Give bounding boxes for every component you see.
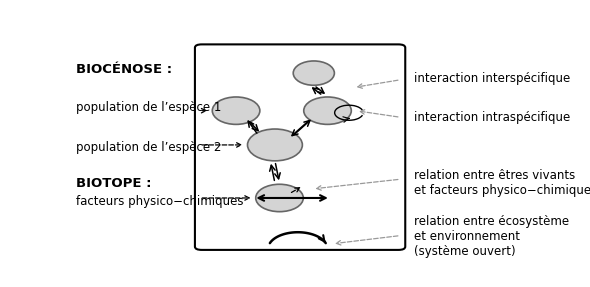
Text: BIOTOPE :: BIOTOPE : — [76, 177, 152, 190]
Ellipse shape — [212, 97, 260, 124]
FancyBboxPatch shape — [195, 44, 405, 250]
Text: relation entre écosystème
et environnement
(système ouvert): relation entre écosystème et environneme… — [414, 215, 569, 258]
Ellipse shape — [293, 61, 335, 85]
Text: population de l’espèce 1: population de l’espèce 1 — [76, 101, 221, 114]
Text: relation entre êtres vivants
et facteurs physico−chimiques du: relation entre êtres vivants et facteurs… — [414, 168, 590, 197]
Text: facteurs physico−chimiques: facteurs physico−chimiques — [76, 195, 244, 208]
Text: BIOCÉNOSE :: BIOCÉNOSE : — [76, 63, 172, 76]
Text: interaction intraspécifique: interaction intraspécifique — [414, 111, 571, 124]
Text: population de l’espèce 2: population de l’espèce 2 — [76, 141, 221, 154]
Text: interaction interspécifique: interaction interspécifique — [414, 72, 571, 85]
Ellipse shape — [304, 97, 351, 124]
Ellipse shape — [255, 184, 303, 212]
Ellipse shape — [248, 129, 302, 161]
